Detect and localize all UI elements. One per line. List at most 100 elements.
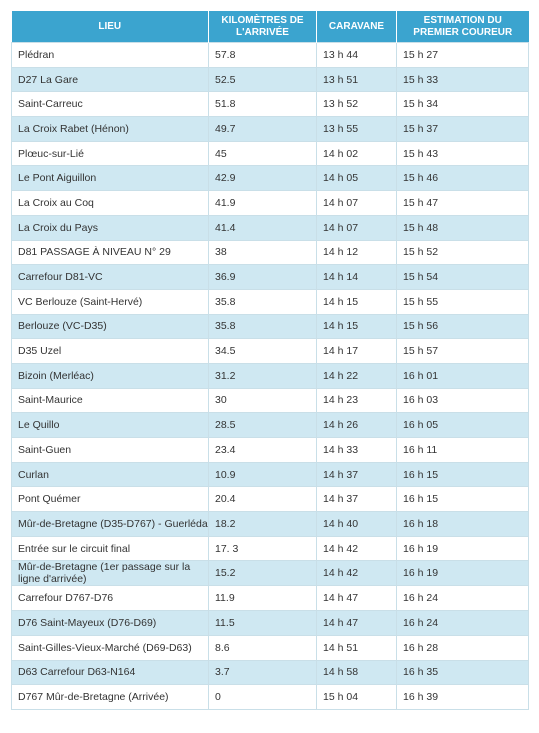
table-row: Mûr-de-Bretagne (1er passage sur la lign…: [11, 560, 529, 587]
cell-lieu: Plédran: [11, 42, 209, 68]
cell-kilometres: 15.2: [208, 560, 317, 587]
cell-estimation: 15 h 56: [396, 313, 529, 340]
cell-estimation: 15 h 37: [396, 116, 529, 142]
cell-kilometres: 35.8: [208, 288, 317, 315]
table-row: Saint-Carreuc 51.8 13 h 52 15 h 34: [11, 91, 529, 118]
cell-kilometres: 30: [208, 387, 317, 414]
cell-caravane: 14 h 42: [316, 535, 397, 562]
cell-lieu: D767 Mûr-de-Bretagne (Arrivée): [11, 684, 209, 710]
cell-lieu: Le Pont Aiguillon: [11, 165, 209, 192]
header-caravane: CARAVANE: [316, 11, 397, 43]
cell-estimation: 15 h 54: [396, 264, 529, 290]
table-row: Saint-Guen 23.4 14 h 33 16 h 11: [11, 437, 529, 463]
cell-lieu: D63 Carrefour D63-N164: [11, 659, 209, 686]
cell-caravane: 14 h 51: [316, 634, 397, 661]
cell-lieu: Saint-Guen: [11, 437, 209, 463]
table-row: Plédran 57.8 13 h 44 15 h 27: [11, 42, 529, 68]
cell-caravane: 14 h 14: [316, 264, 397, 290]
table-row: D81 PASSAGE À NIVEAU N° 29 38 14 h 12 15 h …: [11, 239, 529, 266]
cell-caravane: 14 h 07: [316, 190, 397, 216]
cell-caravane: 14 h 42: [316, 560, 397, 587]
cell-lieu: Pont Quémer: [11, 486, 209, 513]
cell-lieu: Entrée sur le circuit final: [11, 535, 209, 562]
cell-lieu: Saint-Gilles-Vieux-Marché (D69-D63): [11, 634, 209, 661]
cell-estimation: 15 h 34: [396, 91, 529, 118]
cell-estimation: 16 h 11: [396, 437, 529, 463]
cell-caravane: 14 h 12: [316, 239, 397, 266]
cell-kilometres: 49.7: [208, 116, 317, 142]
cell-lieu: Mûr-de-Bretagne (D35-D767) - Guerlédan: [11, 511, 209, 537]
cell-estimation: 15 h 55: [396, 288, 529, 315]
cell-kilometres: 41.4: [208, 214, 317, 241]
cell-kilometres: 31.2: [208, 362, 317, 389]
cell-lieu: VC Berlouze (Saint-Hervé): [11, 288, 209, 315]
table-row: La Croix Rabet (Hénon) 49.7 13 h 55 15 h 37: [11, 116, 529, 142]
header-estimation: ESTIMATION DU PREMIER COUREUR: [396, 11, 529, 43]
table-row: Le Quillo 28.5 14 h 26 16 h 05: [11, 412, 529, 438]
table-row: Pont Quémer 20.4 14 h 37 16 h 15: [11, 486, 529, 513]
table-row: Entrée sur le circuit final 17. 3 14 h 42 1…: [11, 535, 529, 562]
cell-caravane: 14 h 47: [316, 610, 397, 636]
cell-estimation: 16 h 15: [396, 486, 529, 513]
cell-kilometres: 34.5: [208, 338, 317, 364]
cell-caravane: 14 h 33: [316, 437, 397, 463]
cell-lieu: Plœuc-sur-Lié: [11, 140, 209, 167]
cell-caravane: 14 h 58: [316, 659, 397, 686]
cell-estimation: 15 h 33: [396, 66, 529, 93]
table-row: La Croix au Coq 41.9 14 h 07 15 h 47: [11, 190, 529, 216]
table-row: D767 Mûr-de-Bretagne (Arrivée) 0 15 h 04 16…: [11, 684, 529, 710]
cell-estimation: 16 h 24: [396, 585, 529, 612]
cell-kilometres: 23.4: [208, 437, 317, 463]
cell-caravane: 13 h 44: [316, 42, 397, 68]
cell-kilometres: 11.9: [208, 585, 317, 612]
cell-kilometres: 10.9: [208, 461, 317, 488]
cell-kilometres: 28.5: [208, 412, 317, 438]
cell-caravane: 14 h 23: [316, 387, 397, 414]
schedule-table-container: LIEU KILOMÈTRES DE L'ARRIVÉE CARAVANE ES…: [11, 11, 529, 710]
table-row: Saint-Gilles-Vieux-Marché (D69-D63) 8.6 14…: [11, 634, 529, 661]
cell-lieu: Berlouze (VC-D35): [11, 313, 209, 340]
table-row: Plœuc-sur-Lié 45 14 h 02 15 h 43: [11, 140, 529, 167]
cell-caravane: 14 h 15: [316, 288, 397, 315]
table-row: Mûr-de-Bretagne (D35-D767) - Guerlédan 18…: [11, 511, 529, 537]
cell-kilometres: 38: [208, 239, 317, 266]
cell-lieu: Curlan: [11, 461, 209, 488]
cell-caravane: 15 h 04: [316, 684, 397, 710]
cell-estimation: 16 h 01: [396, 362, 529, 389]
cell-kilometres: 42.9: [208, 165, 317, 192]
cell-estimation: 16 h 18: [396, 511, 529, 537]
table-row: Saint-Maurice 30 14 h 23 16 h 03: [11, 387, 529, 414]
table-row: D63 Carrefour D63-N164 3.7 14 h 58 16 h 35: [11, 659, 529, 686]
cell-estimation: 16 h 24: [396, 610, 529, 636]
table-row: Le Pont Aiguillon 42.9 14 h 05 15 h 46: [11, 165, 529, 192]
cell-caravane: 13 h 51: [316, 66, 397, 93]
cell-lieu: Carrefour D81-VC: [11, 264, 209, 290]
cell-estimation: 16 h 35: [396, 659, 529, 686]
cell-lieu: D35 Uzel: [11, 338, 209, 364]
cell-estimation: 15 h 47: [396, 190, 529, 216]
cell-estimation: 16 h 19: [396, 535, 529, 562]
cell-caravane: 14 h 37: [316, 461, 397, 488]
table-header: LIEU KILOMÈTRES DE L'ARRIVÉE CARAVANE ES…: [11, 11, 529, 43]
cell-lieu: D76 Saint-Mayeux (D76-D69): [11, 610, 209, 636]
cell-lieu: Saint-Carreuc: [11, 91, 209, 118]
cell-kilometres: 0: [208, 684, 317, 710]
cell-estimation: 15 h 48: [396, 214, 529, 241]
cell-caravane: 14 h 37: [316, 486, 397, 513]
table-row: Carrefour D81-VC 36.9 14 h 14 15 h 54: [11, 264, 529, 290]
cell-lieu: Le Quillo: [11, 412, 209, 438]
table-row: D27 La Gare 52.5 13 h 51 15 h 33: [11, 66, 529, 93]
cell-caravane: 13 h 52: [316, 91, 397, 118]
cell-lieu: D27 La Gare: [11, 66, 209, 93]
cell-kilometres: 11.5: [208, 610, 317, 636]
cell-estimation: 16 h 39: [396, 684, 529, 710]
cell-kilometres: 20.4: [208, 486, 317, 513]
table-row: D76 Saint-Mayeux (D76-D69) 11.5 14 h 47 16 …: [11, 610, 529, 636]
cell-caravane: 14 h 47: [316, 585, 397, 612]
cell-lieu: Bizoin (Merléac): [11, 362, 209, 389]
cell-kilometres: 41.9: [208, 190, 317, 216]
cell-lieu: D81 PASSAGE À NIVEAU N° 29: [11, 239, 209, 266]
cell-estimation: 15 h 57: [396, 338, 529, 364]
cell-estimation: 15 h 27: [396, 42, 529, 68]
table-row: Carrefour D767-D76 11.9 14 h 47 16 h 24: [11, 585, 529, 612]
